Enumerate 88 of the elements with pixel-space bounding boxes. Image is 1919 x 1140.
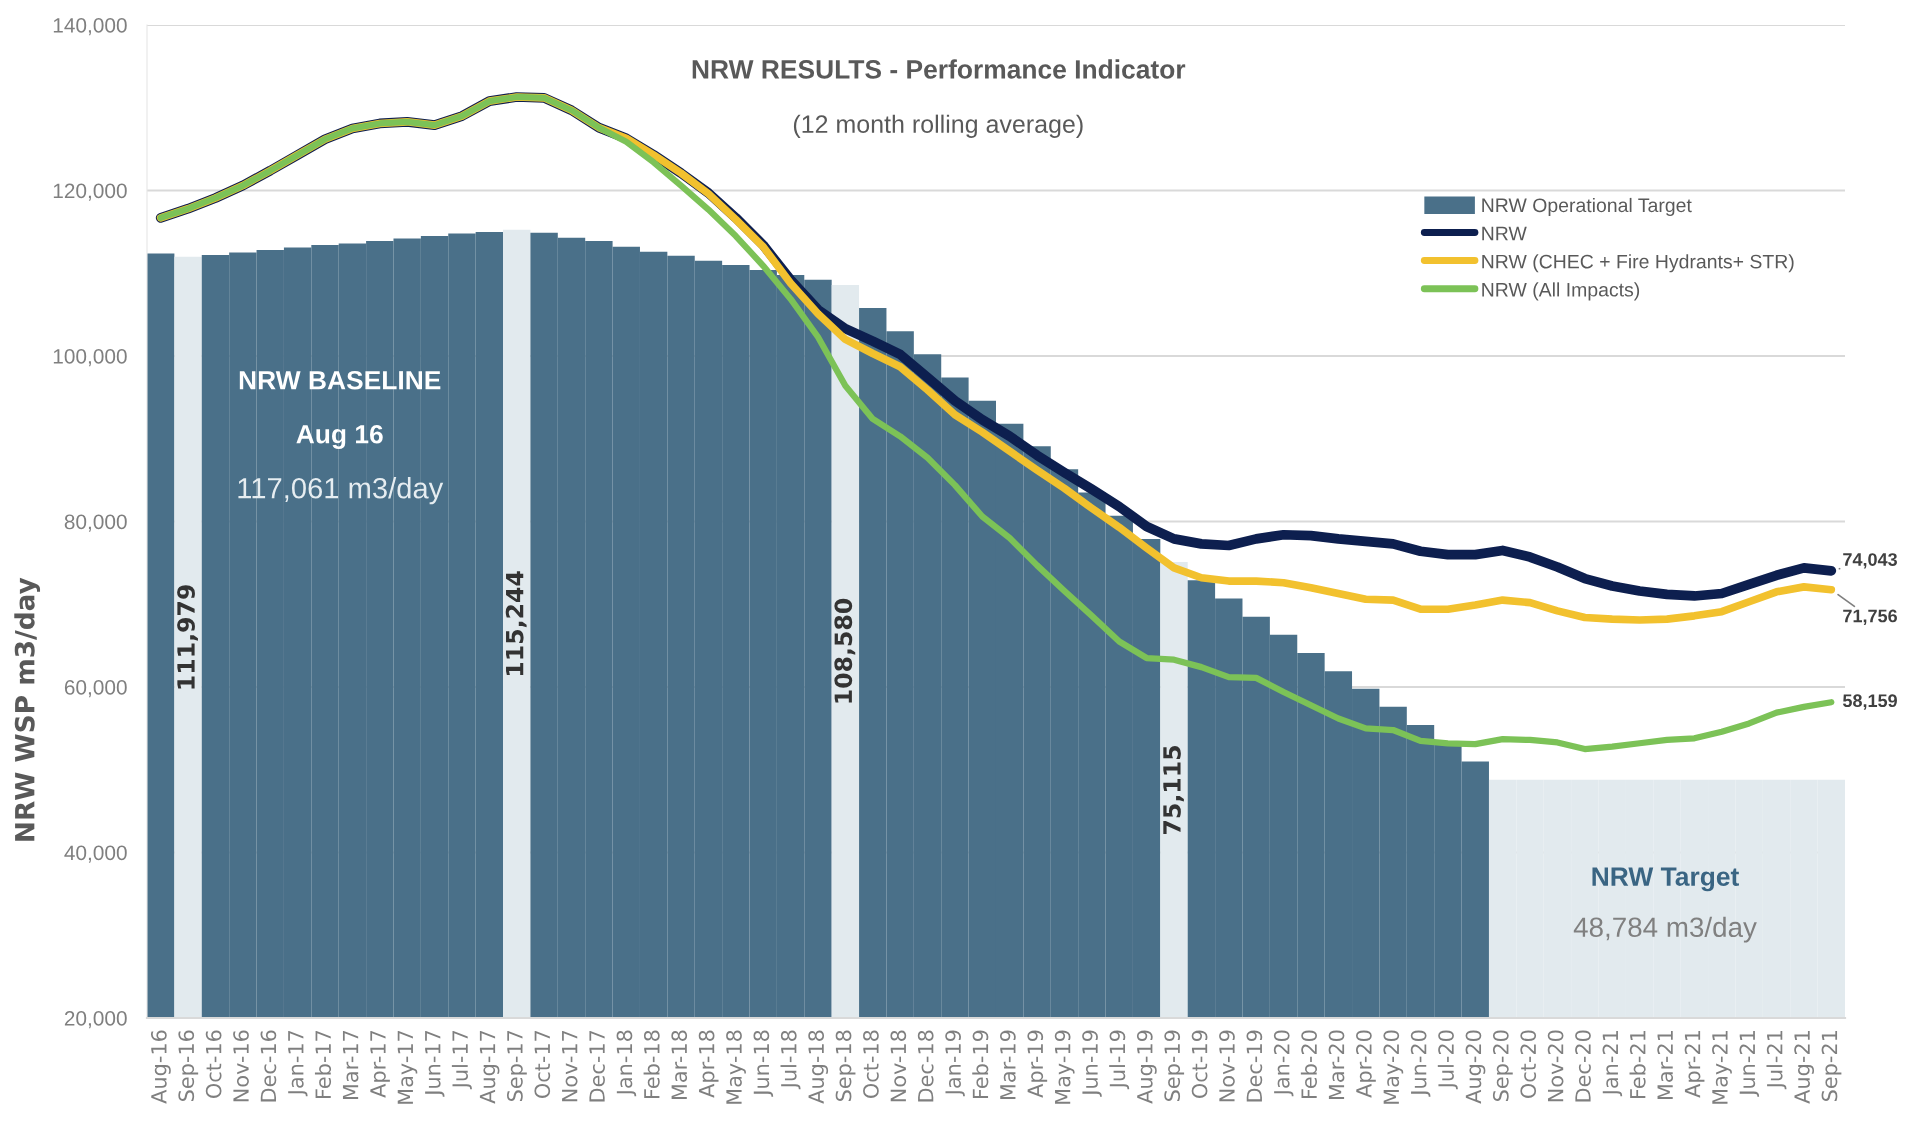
x-tick-label: Apr-18 <box>698 1030 719 1098</box>
data-label: 71,756 <box>1843 609 1897 625</box>
annotation: 117,061 m3/day <box>238 477 444 505</box>
x-tick-label: Oct-16 <box>205 1030 222 1098</box>
x-tick-label: Apr-20 <box>1356 1030 1376 1098</box>
x-tick-label: Sep-17 <box>507 1030 527 1102</box>
x-tick-label: Nov-16 <box>233 1030 249 1102</box>
x-tick-label: Feb-19 <box>972 1030 989 1098</box>
x-tick-label: Jun-20 <box>1410 1030 1431 1097</box>
x-tick-label: Sep-20 <box>1492 1030 1513 1102</box>
x-tick-label: Sep-19 <box>1164 1030 1185 1102</box>
x-tick-label: Nov-18 <box>890 1030 907 1102</box>
x-tick-label: Dec-18 <box>917 1030 934 1102</box>
data-label: 108,580 <box>834 598 856 703</box>
x-tick-label: Jan-20 <box>1273 1030 1294 1097</box>
x-tick-label: Jul-19 <box>1109 1030 1130 1090</box>
x-tick-label: Jun-19 <box>1082 1030 1102 1097</box>
data-label: 115,244 <box>505 571 527 676</box>
x-tick-label: May-17 <box>397 1030 418 1104</box>
data-label: 111,979 <box>177 585 198 689</box>
y-tick-label: 20,000 <box>64 1011 127 1029</box>
legend-label: NRW <box>1482 226 1527 241</box>
x-tick-label: May-19 <box>1054 1030 1075 1104</box>
x-tick-label: Jul-17 <box>451 1030 472 1090</box>
data-label: 75,115 <box>1163 746 1184 834</box>
x-tick-label: Jul-21 <box>1766 1031 1787 1090</box>
x-tick-label: Jan-18 <box>616 1030 637 1097</box>
x-tick-label: Jun-17 <box>425 1030 445 1097</box>
x-tick-label: Feb-21 <box>1629 1031 1646 1098</box>
x-tick-label: Mar-17 <box>342 1030 359 1100</box>
x-tick-label: Jan-21 <box>1602 1031 1623 1097</box>
text: (12 month rolling average) <box>793 114 1083 138</box>
x-tick-label: Oct-20 <box>1520 1030 1537 1098</box>
x-tick-label: May-18 <box>726 1030 746 1104</box>
x-tick-label: Aug-21 <box>1794 1031 1814 1104</box>
x-tick-label: Oct-18 <box>863 1030 879 1098</box>
x-tick-label: May-21 <box>1712 1031 1732 1104</box>
x-tick-label: Feb-18 <box>643 1030 660 1098</box>
x-tick-label: Jun-21 <box>1739 1031 1760 1097</box>
legend-label: NRW (All Impacts) <box>1482 282 1640 301</box>
x-tick-label: Nov-17 <box>562 1030 578 1102</box>
x-tick-label: Dec-16 <box>260 1030 277 1102</box>
x-tick-label: Jun-18 <box>753 1030 774 1097</box>
annotation: 48,784 m3/day <box>1573 916 1757 943</box>
x-tick-label: Mar-19 <box>999 1030 1016 1100</box>
annotation: NRW BASELINE <box>239 370 441 390</box>
x-tick-label: Jul-18 <box>780 1030 801 1090</box>
annotation: Aug 16 <box>296 424 383 449</box>
x-tick-label: Sep-16 <box>178 1030 199 1102</box>
x-tick-label: Nov-20 <box>1547 1030 1564 1102</box>
x-tick-label: Feb-17 <box>314 1030 332 1098</box>
y-tick-label: 100,000 <box>53 349 127 367</box>
data-label: 58,159 <box>1842 694 1897 710</box>
x-tick-label: May-20 <box>1383 1030 1404 1104</box>
y-axis-title: NRW WSP m3/day <box>14 577 41 841</box>
x-tick-label: Dec-19 <box>1246 1030 1263 1102</box>
y-tick-label: 120,000 <box>53 183 127 201</box>
x-tick-label: Aug-18 <box>808 1030 829 1104</box>
x-tick-label: Apr-21 <box>1684 1031 1705 1098</box>
y-tick-label: 60,000 <box>64 680 127 698</box>
y-tick-label: 40,000 <box>64 845 127 863</box>
data-label: 74,043 <box>1843 553 1897 569</box>
x-tick-label: Dec-17 <box>589 1030 605 1102</box>
x-tick-label: Oct-19 <box>1191 1030 1208 1098</box>
x-tick-label: Jan-19 <box>945 1030 965 1097</box>
legend-label: NRW (CHEC + Fire Hydrants+ STR) <box>1482 254 1794 273</box>
x-tick-label: Aug-19 <box>1136 1030 1157 1104</box>
x-tick-label: Jul-20 <box>1437 1030 1458 1090</box>
x-tick-label: Aug-16 <box>150 1030 171 1104</box>
x-tick-label: Mar-18 <box>671 1030 688 1100</box>
x-tick-label: Dec-20 <box>1575 1030 1591 1102</box>
x-tick-label: Aug-17 <box>479 1030 500 1104</box>
x-tick-label: Oct-17 <box>534 1030 551 1098</box>
x-tick-label: Apr-19 <box>1027 1030 1048 1098</box>
x-tick-label: Sep-18 <box>835 1030 856 1102</box>
y-tick-label: 140,000 <box>53 18 127 36</box>
x-tick-label: Aug-20 <box>1465 1030 1486 1104</box>
text: NRW RESULTS - Performance Indicator <box>692 59 1186 79</box>
x-tick-label: Apr-17 <box>370 1030 390 1098</box>
x-tick-label: Mar-20 <box>1328 1030 1345 1100</box>
annotation: NRW Target <box>1592 867 1739 892</box>
x-tick-label: Sep-21 <box>1821 1031 1842 1102</box>
legend-label: NRW Operational Target <box>1482 197 1692 217</box>
x-tick-label: Nov-19 <box>1219 1030 1235 1102</box>
x-tick-label: Mar-21 <box>1657 1031 1674 1100</box>
x-tick-label: Jan-17 <box>288 1030 308 1097</box>
x-tick-label: Feb-20 <box>1300 1030 1317 1098</box>
y-tick-label: 80,000 <box>64 514 127 532</box>
